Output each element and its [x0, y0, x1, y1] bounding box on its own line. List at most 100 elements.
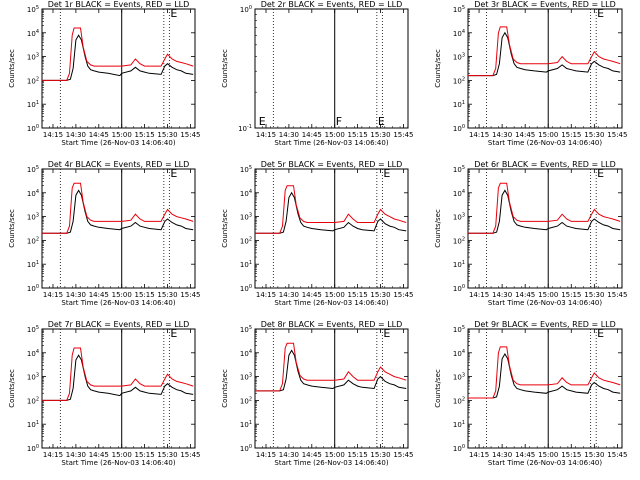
y-tick-label: 105	[240, 325, 252, 334]
x-tick-label: 14:45	[302, 451, 322, 459]
x-tick-label: 15:15	[135, 291, 155, 299]
y-tick-label: 100	[27, 284, 39, 293]
x-tick-label: 15:30	[584, 451, 604, 459]
x-tick-label: 15:15	[561, 451, 581, 459]
y-axis-label: Counts/sec	[8, 369, 16, 408]
y-tick-label: 100	[240, 444, 252, 453]
x-tick-label: 15:15	[348, 131, 368, 139]
x-tick-label: 14:30	[279, 291, 299, 299]
x-tick-label: 14:15	[256, 291, 276, 299]
y-tick-label: 102	[240, 236, 252, 245]
y-tick-label: 102	[453, 236, 465, 245]
y-tick-label: 103	[27, 373, 39, 382]
lld-series-line	[255, 185, 407, 234]
x-axis-label: Start Time (26-Nov-03 14:06:40)	[488, 139, 602, 147]
y-tick-label: 105	[453, 165, 465, 174]
time-marker-label: E	[597, 327, 604, 340]
x-tick-label: 14:45	[302, 291, 322, 299]
y-tick-label: 102	[453, 396, 465, 405]
y-tick-label: 102	[27, 236, 39, 245]
y-tick-label: 103	[240, 213, 252, 222]
y-axis-label: Counts/sec	[221, 209, 229, 248]
y-tick-label: 101	[453, 260, 465, 269]
x-axis-label: Start Time (26-Nov-03 14:06:40)	[61, 139, 175, 147]
x-tick-label: 15:00	[112, 131, 132, 139]
x-tick-label: 14:45	[302, 131, 322, 139]
y-tick-label: 105	[27, 5, 39, 14]
x-tick-label: 14:30	[66, 291, 86, 299]
panel-title: Det 4r BLACK = Events, RED = LLD	[48, 160, 190, 169]
time-marker-label: E	[597, 7, 604, 20]
panel-title: Det 9r BLACK = Events, RED = LLD	[474, 320, 616, 329]
x-tick-label: 14:45	[515, 291, 535, 299]
x-tick-label: 15:00	[538, 131, 558, 139]
y-tick-label: 104	[240, 189, 252, 198]
plot-frame	[467, 168, 623, 289]
lld-series-line	[255, 342, 407, 392]
events-series-line	[255, 349, 407, 392]
lld-series-line	[468, 182, 621, 234]
y-tick-label: 102	[27, 396, 39, 405]
y-tick-label: 102	[240, 396, 252, 405]
y-tick-label: 105	[453, 5, 465, 14]
x-tick-label: 15:15	[348, 451, 368, 459]
time-marker-label: E	[383, 167, 390, 180]
lld-series-line	[468, 26, 621, 77]
x-tick-label: 15:30	[157, 131, 177, 139]
detector-panel: Det 7r BLACK = Events, RED = LLD 100 101 10…	[8, 320, 201, 467]
x-tick-label: 15:30	[370, 451, 390, 459]
plot-frame	[41, 328, 196, 449]
x-tick-label: 15:45	[180, 451, 200, 459]
plot-frame	[467, 328, 623, 449]
y-axis-label: Counts/sec	[434, 209, 442, 248]
x-tick-label: 14:15	[256, 131, 276, 139]
events-series-line	[255, 191, 407, 234]
time-marker-label: E	[597, 167, 604, 180]
plot-frame	[41, 168, 196, 289]
y-tick-label: 104	[27, 349, 39, 358]
x-tick-label: 15:00	[325, 291, 345, 299]
x-tick-label: 15:15	[135, 131, 155, 139]
panel-title: Det 3r BLACK = Events, RED = LLD	[474, 0, 616, 9]
y-tick-label: 100	[27, 124, 39, 133]
x-tick-label: 14:15	[256, 451, 276, 459]
x-tick-label: 14:15	[469, 131, 489, 139]
lld-series-line	[42, 347, 194, 401]
x-tick-label: 15:00	[538, 291, 558, 299]
x-tick-label: 15:30	[157, 451, 177, 459]
x-tick-label: 14:30	[279, 131, 299, 139]
x-tick-label: 15:45	[393, 131, 413, 139]
y-tick-label: 101	[240, 420, 252, 429]
detector-panel: Det 3r BLACK = Events, RED = LLD 100 101 10…	[434, 0, 627, 147]
events-series-line	[468, 189, 621, 234]
x-tick-label: 14:30	[492, 451, 512, 459]
y-tick-label: 100	[453, 284, 465, 293]
x-tick-label: 15:45	[180, 131, 200, 139]
y-tick-label: 103	[453, 373, 465, 382]
y-tick-label: 104	[453, 189, 465, 198]
time-marker-label: E	[259, 115, 266, 128]
x-axis-label: Start Time (26-Nov-03 14:06:40)	[488, 299, 602, 307]
x-tick-label: 14:30	[66, 451, 86, 459]
panel-title: Det 5r BLACK = Events, RED = LLD	[261, 160, 403, 169]
x-tick-label: 14:45	[515, 451, 535, 459]
y-axis-label: Counts/sec	[8, 209, 16, 248]
events-series-line	[42, 34, 194, 81]
detector-panel: Det 1r BLACK = Events, RED = LLD 100 101 10…	[8, 0, 201, 147]
x-axis-label: Start Time (26-Nov-03 14:06:40)	[488, 459, 602, 467]
x-axis-label: Start Time (26-Nov-03 14:06:40)	[274, 139, 388, 147]
x-tick-label: 15:15	[135, 451, 155, 459]
x-tick-label: 15:30	[584, 131, 604, 139]
panel-title: Det 1r BLACK = Events, RED = LLD	[48, 0, 190, 9]
time-marker-label: E	[170, 327, 177, 340]
detector-panel: Det 8r BLACK = Events, RED = LLD 100 101 10…	[221, 320, 414, 467]
plot-frame	[467, 8, 623, 129]
x-axis-label: Start Time (26-Nov-03 14:06:40)	[61, 459, 175, 467]
y-tick-label: 105	[27, 165, 39, 174]
x-tick-label: 15:15	[348, 291, 368, 299]
y-tick-label: 103	[453, 213, 465, 222]
y-tick-label: 104	[27, 29, 39, 38]
y-tick-label: 101	[27, 100, 39, 109]
y-tick-label: 101	[27, 260, 39, 269]
